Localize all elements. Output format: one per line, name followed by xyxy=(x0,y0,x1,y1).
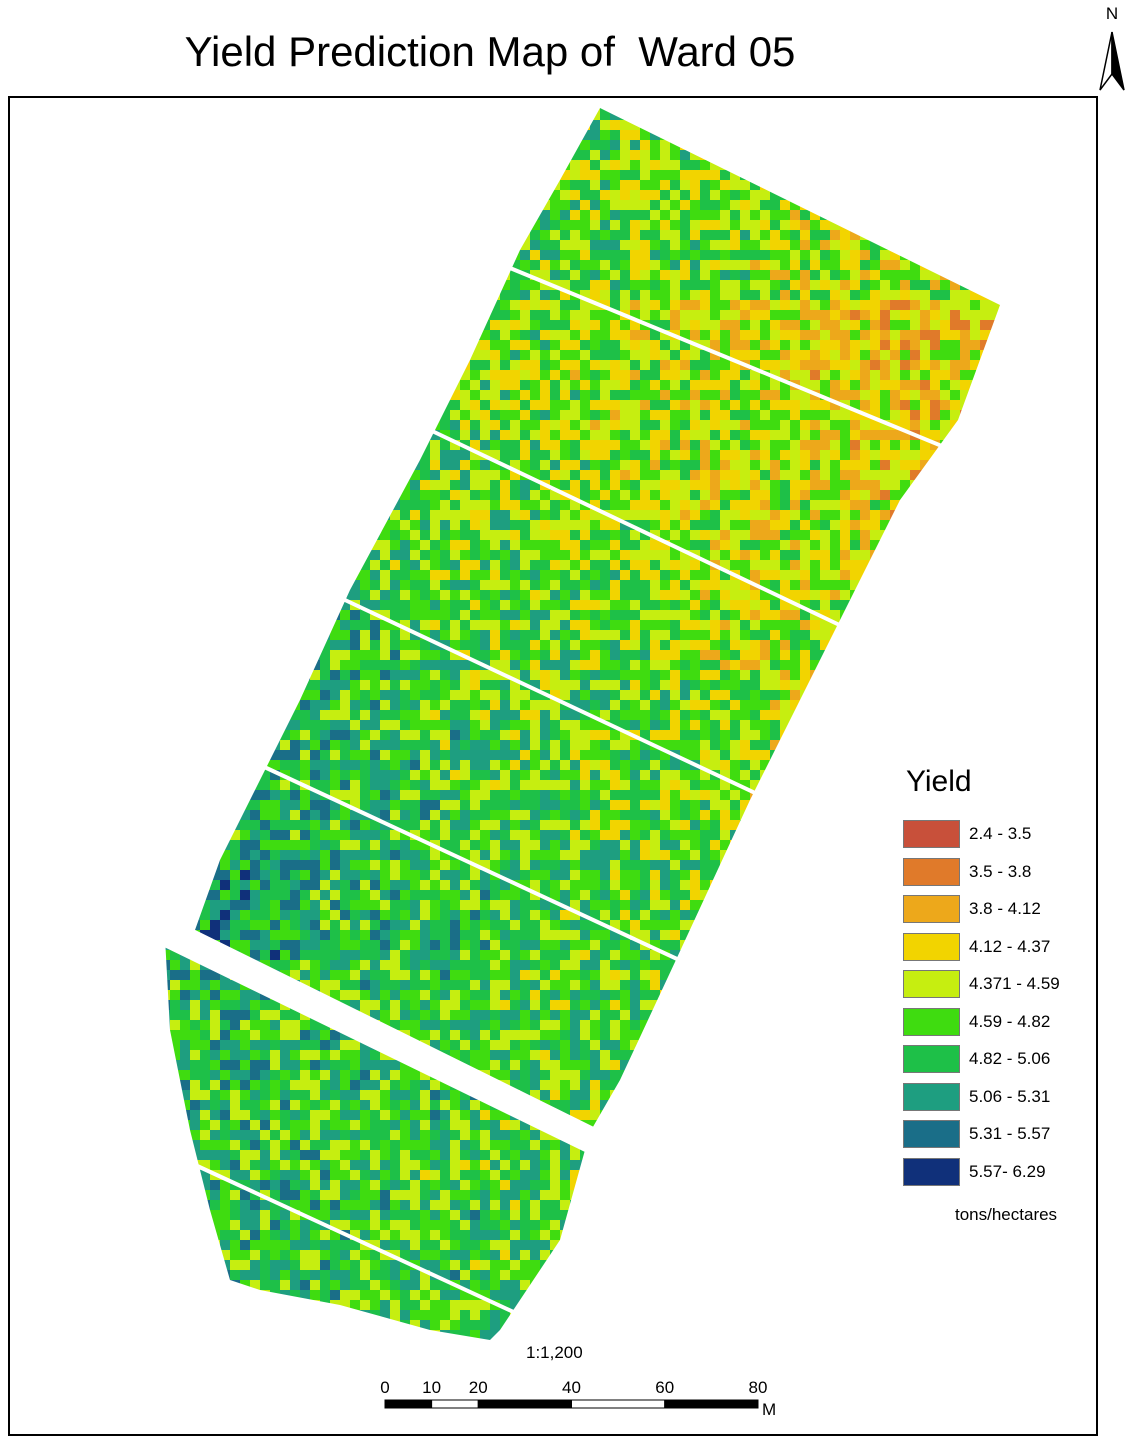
legend-swatch xyxy=(903,895,960,923)
legend-label: 4.12 - 4.37 xyxy=(969,937,1050,957)
legend-item: 3.5 - 3.8 xyxy=(900,858,1100,888)
legend-swatch xyxy=(903,1158,960,1186)
scale-tick-label: 20 xyxy=(469,1378,488,1398)
legend-item: 4.59 - 4.82 xyxy=(900,1008,1100,1038)
scale-ratio: 1:1,200 xyxy=(526,1343,583,1363)
legend-item: 4.82 - 5.06 xyxy=(900,1045,1100,1075)
legend-label: 4.82 - 5.06 xyxy=(969,1049,1050,1069)
legend-label: 3.5 - 3.8 xyxy=(969,862,1031,882)
scale-tick-label: 10 xyxy=(422,1378,441,1398)
scale-unit: M xyxy=(762,1400,776,1420)
legend-swatch xyxy=(903,820,960,848)
legend-swatch xyxy=(903,1120,960,1148)
legend-item: 5.57- 6.29 xyxy=(900,1158,1100,1188)
scale-segment xyxy=(478,1400,571,1408)
legend-label: 5.31 - 5.57 xyxy=(969,1124,1050,1144)
legend-units: tons/hectares xyxy=(955,1205,1057,1225)
scale-tick-label: 40 xyxy=(562,1378,581,1398)
legend-swatch xyxy=(903,1008,960,1036)
scale-tick-label: 80 xyxy=(749,1378,768,1398)
legend-item: 4.12 - 4.37 xyxy=(900,933,1100,963)
legend-label: 2.4 - 3.5 xyxy=(969,824,1031,844)
legend-item: 2.4 - 3.5 xyxy=(900,820,1100,850)
legend-title: Yield xyxy=(906,765,972,799)
legend-swatch xyxy=(903,1045,960,1073)
legend-item: 3.8 - 4.12 xyxy=(900,895,1100,925)
scale-segment xyxy=(432,1400,479,1408)
legend-item: 4.371 - 4.59 xyxy=(900,970,1100,1000)
scale-segment xyxy=(665,1400,758,1408)
scale-segment xyxy=(385,1400,432,1408)
legend-label: 5.06 - 5.31 xyxy=(969,1087,1050,1107)
scale-tick-label: 0 xyxy=(380,1378,389,1398)
legend-label: 5.57- 6.29 xyxy=(969,1162,1046,1182)
legend-label: 3.8 - 4.12 xyxy=(969,899,1041,919)
scale-bar: 0 10 20 40 60 80 M xyxy=(380,1378,800,1418)
legend-swatch xyxy=(903,970,960,998)
scale-segment xyxy=(572,1400,665,1408)
legend-item: 5.31 - 5.57 xyxy=(900,1120,1100,1150)
legend-label: 4.59 - 4.82 xyxy=(969,1012,1050,1032)
scale-tick-label: 60 xyxy=(655,1378,674,1398)
legend-swatch xyxy=(903,1083,960,1111)
legend-swatch xyxy=(903,858,960,886)
legend-swatch xyxy=(903,933,960,961)
legend-item: 5.06 - 5.31 xyxy=(900,1083,1100,1113)
legend-label: 4.371 - 4.59 xyxy=(969,974,1060,994)
